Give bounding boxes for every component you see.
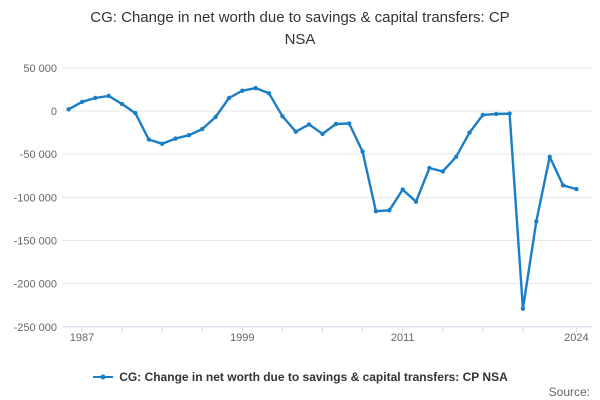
data-point[interactable] — [520, 306, 526, 311]
data-point[interactable] — [413, 199, 419, 204]
data-point[interactable] — [213, 114, 218, 120]
data-point[interactable] — [240, 88, 245, 93]
data-point[interactable] — [320, 131, 325, 137]
data-point[interactable] — [347, 121, 352, 126]
data-point[interactable] — [467, 130, 472, 135]
source-note: Source: — [548, 385, 590, 399]
x-axis-label: 2011 — [391, 332, 415, 344]
data-point[interactable] — [560, 183, 566, 188]
legend-label: CG: Change in net worth due to savings &… — [119, 370, 508, 384]
data-point[interactable] — [119, 101, 125, 107]
data-point[interactable] — [79, 99, 85, 105]
data-point[interactable] — [106, 93, 111, 99]
data-point[interactable] — [280, 114, 285, 119]
y-axis-label: -250 000 — [14, 322, 57, 334]
y-axis-label: -100 000 — [14, 192, 57, 204]
data-point[interactable] — [306, 122, 312, 127]
data-point[interactable] — [507, 111, 512, 116]
data-point[interactable] — [400, 187, 405, 192]
data-point[interactable] — [387, 208, 392, 213]
data-point[interactable] — [534, 219, 539, 224]
data-point[interactable] — [440, 169, 445, 174]
data-point[interactable] — [266, 91, 272, 96]
data-point[interactable] — [293, 129, 298, 134]
data-point[interactable] — [159, 141, 165, 146]
y-axis-label: -150 000 — [14, 236, 57, 248]
y-axis-label: -200 000 — [14, 279, 57, 291]
data-point[interactable] — [453, 154, 459, 159]
data-point[interactable] — [547, 154, 552, 159]
data-point[interactable] — [480, 112, 486, 118]
data-point[interactable] — [360, 149, 365, 154]
chart-title: CG: Change in net worth due to savings &… — [90, 9, 510, 48]
data-point[interactable] — [66, 107, 71, 112]
data-point[interactable] — [494, 111, 499, 117]
data-point[interactable] — [173, 136, 178, 141]
data-point[interactable] — [133, 111, 138, 116]
x-axis-label: 1999 — [230, 332, 254, 344]
y-axis-label: 50 000 — [23, 63, 57, 75]
x-axis-label: 2024 — [564, 332, 588, 344]
data-point[interactable] — [186, 133, 192, 138]
data-point[interactable] — [574, 186, 579, 192]
y-axis-label: -50 000 — [20, 149, 57, 161]
x-axis-label: 1987 — [70, 332, 94, 344]
data-point[interactable] — [253, 85, 258, 91]
legend[interactable]: CG: Change in net worth due to savings &… — [0, 370, 600, 384]
legend-line-marker-icon — [93, 374, 114, 380]
y-axis-label: 0 — [51, 106, 57, 118]
data-point[interactable] — [373, 209, 379, 214]
data-point[interactable] — [146, 137, 151, 142]
series-line[interactable] — [67, 86, 578, 310]
data-point[interactable] — [226, 95, 232, 101]
data-point[interactable] — [93, 95, 98, 101]
data-point[interactable] — [200, 126, 205, 132]
data-point[interactable] — [427, 165, 432, 171]
data-point[interactable] — [333, 121, 339, 127]
